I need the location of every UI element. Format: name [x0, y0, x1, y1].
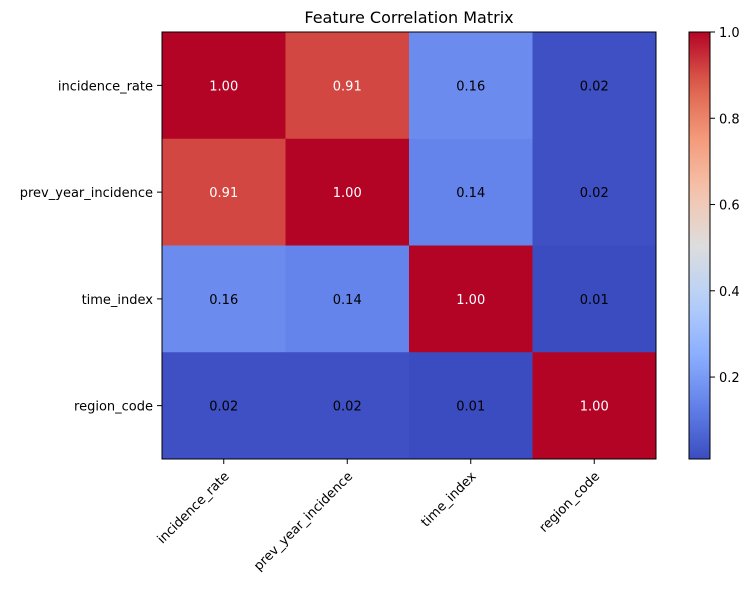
heatmap-cell-3-3 [532, 352, 657, 460]
cell-value-label: 0.01 [456, 400, 485, 415]
cell-value-label: 0.01 [580, 293, 609, 308]
heatmap-cell-3-1 [285, 352, 410, 460]
y-axis: incidence_rate prev_year_incidence time_in… [20, 79, 162, 415]
x-tick-label: prev_year_incidence [251, 469, 356, 574]
heatmap-value-labels: 1.00 0.91 0.16 0.02 0.91 1.00 0.14 0.02 0.16 0.14… [209, 79, 608, 414]
heatmap-cell-3-0 [162, 352, 286, 460]
colorbar-tick-label: 0.2 [719, 371, 740, 386]
y-tick-label: prev_year_incidence [20, 186, 153, 201]
colorbar-ticks: 0.2 0.4 0.6 0.8 1.0 [710, 26, 740, 386]
cell-value-label: 0.91 [209, 186, 238, 201]
colorbar-tick-label: 0.8 [719, 112, 740, 127]
cell-value-label: 0.14 [456, 186, 485, 201]
y-tick-label: region_code [74, 400, 153, 415]
y-tick-label: time_index [82, 293, 154, 308]
colorbar-tick-label: 1.0 [719, 26, 740, 41]
x-tick-label: incidence_rate [155, 469, 233, 547]
cell-value-label: 0.02 [209, 400, 238, 415]
heatmap-cell-1-3 [532, 138, 657, 246]
colorbar: 0.2 0.4 0.6 0.8 1.0 [688, 26, 740, 460]
heatmap-cell-1-0 [162, 138, 286, 246]
heatmap-cell-0-0 [162, 32, 286, 140]
cell-value-label: 1.00 [209, 79, 238, 94]
x-tick-label: time_index [418, 469, 479, 530]
cell-value-label: 0.91 [333, 79, 362, 94]
colorbar-gradient [688, 31, 711, 460]
heatmap-cell-2-0 [162, 245, 286, 353]
heatmap-cell-1-2 [409, 138, 533, 246]
heatmap-cell-0-1 [285, 32, 410, 140]
heatmap-cell-2-2 [409, 245, 533, 353]
x-tick-label: region_code [537, 469, 603, 535]
x-axis: incidence_rate prev_year_incidence time_in… [155, 459, 603, 574]
chart-title: Feature Correlation Matrix [304, 8, 513, 27]
heatmap-cells [162, 32, 657, 460]
colorbar-tick-label: 0.6 [719, 199, 740, 214]
cell-value-label: 1.00 [456, 293, 485, 308]
cell-value-label: 0.02 [580, 186, 609, 201]
cell-value-label: 1.00 [333, 186, 362, 201]
heatmap-cell-0-2 [409, 32, 533, 140]
cell-value-label: 0.02 [580, 79, 609, 94]
plot-frame [161, 31, 657, 460]
heatmap-cell-3-2 [409, 352, 533, 460]
heatmap-cell-0-3 [532, 32, 657, 140]
cell-value-label: 1.00 [580, 400, 609, 415]
heatmap-cell-2-1 [285, 245, 410, 353]
cell-value-label: 0.16 [456, 79, 485, 94]
y-tick-label: incidence_rate [58, 79, 153, 94]
cell-value-label: 0.02 [333, 400, 362, 415]
cell-value-label: 0.14 [333, 293, 362, 308]
heatmap-cell-2-3 [532, 245, 657, 353]
heatmap-cell-1-1 [285, 138, 410, 246]
cell-value-label: 0.16 [209, 293, 238, 308]
colorbar-tick-label: 0.4 [719, 285, 740, 300]
